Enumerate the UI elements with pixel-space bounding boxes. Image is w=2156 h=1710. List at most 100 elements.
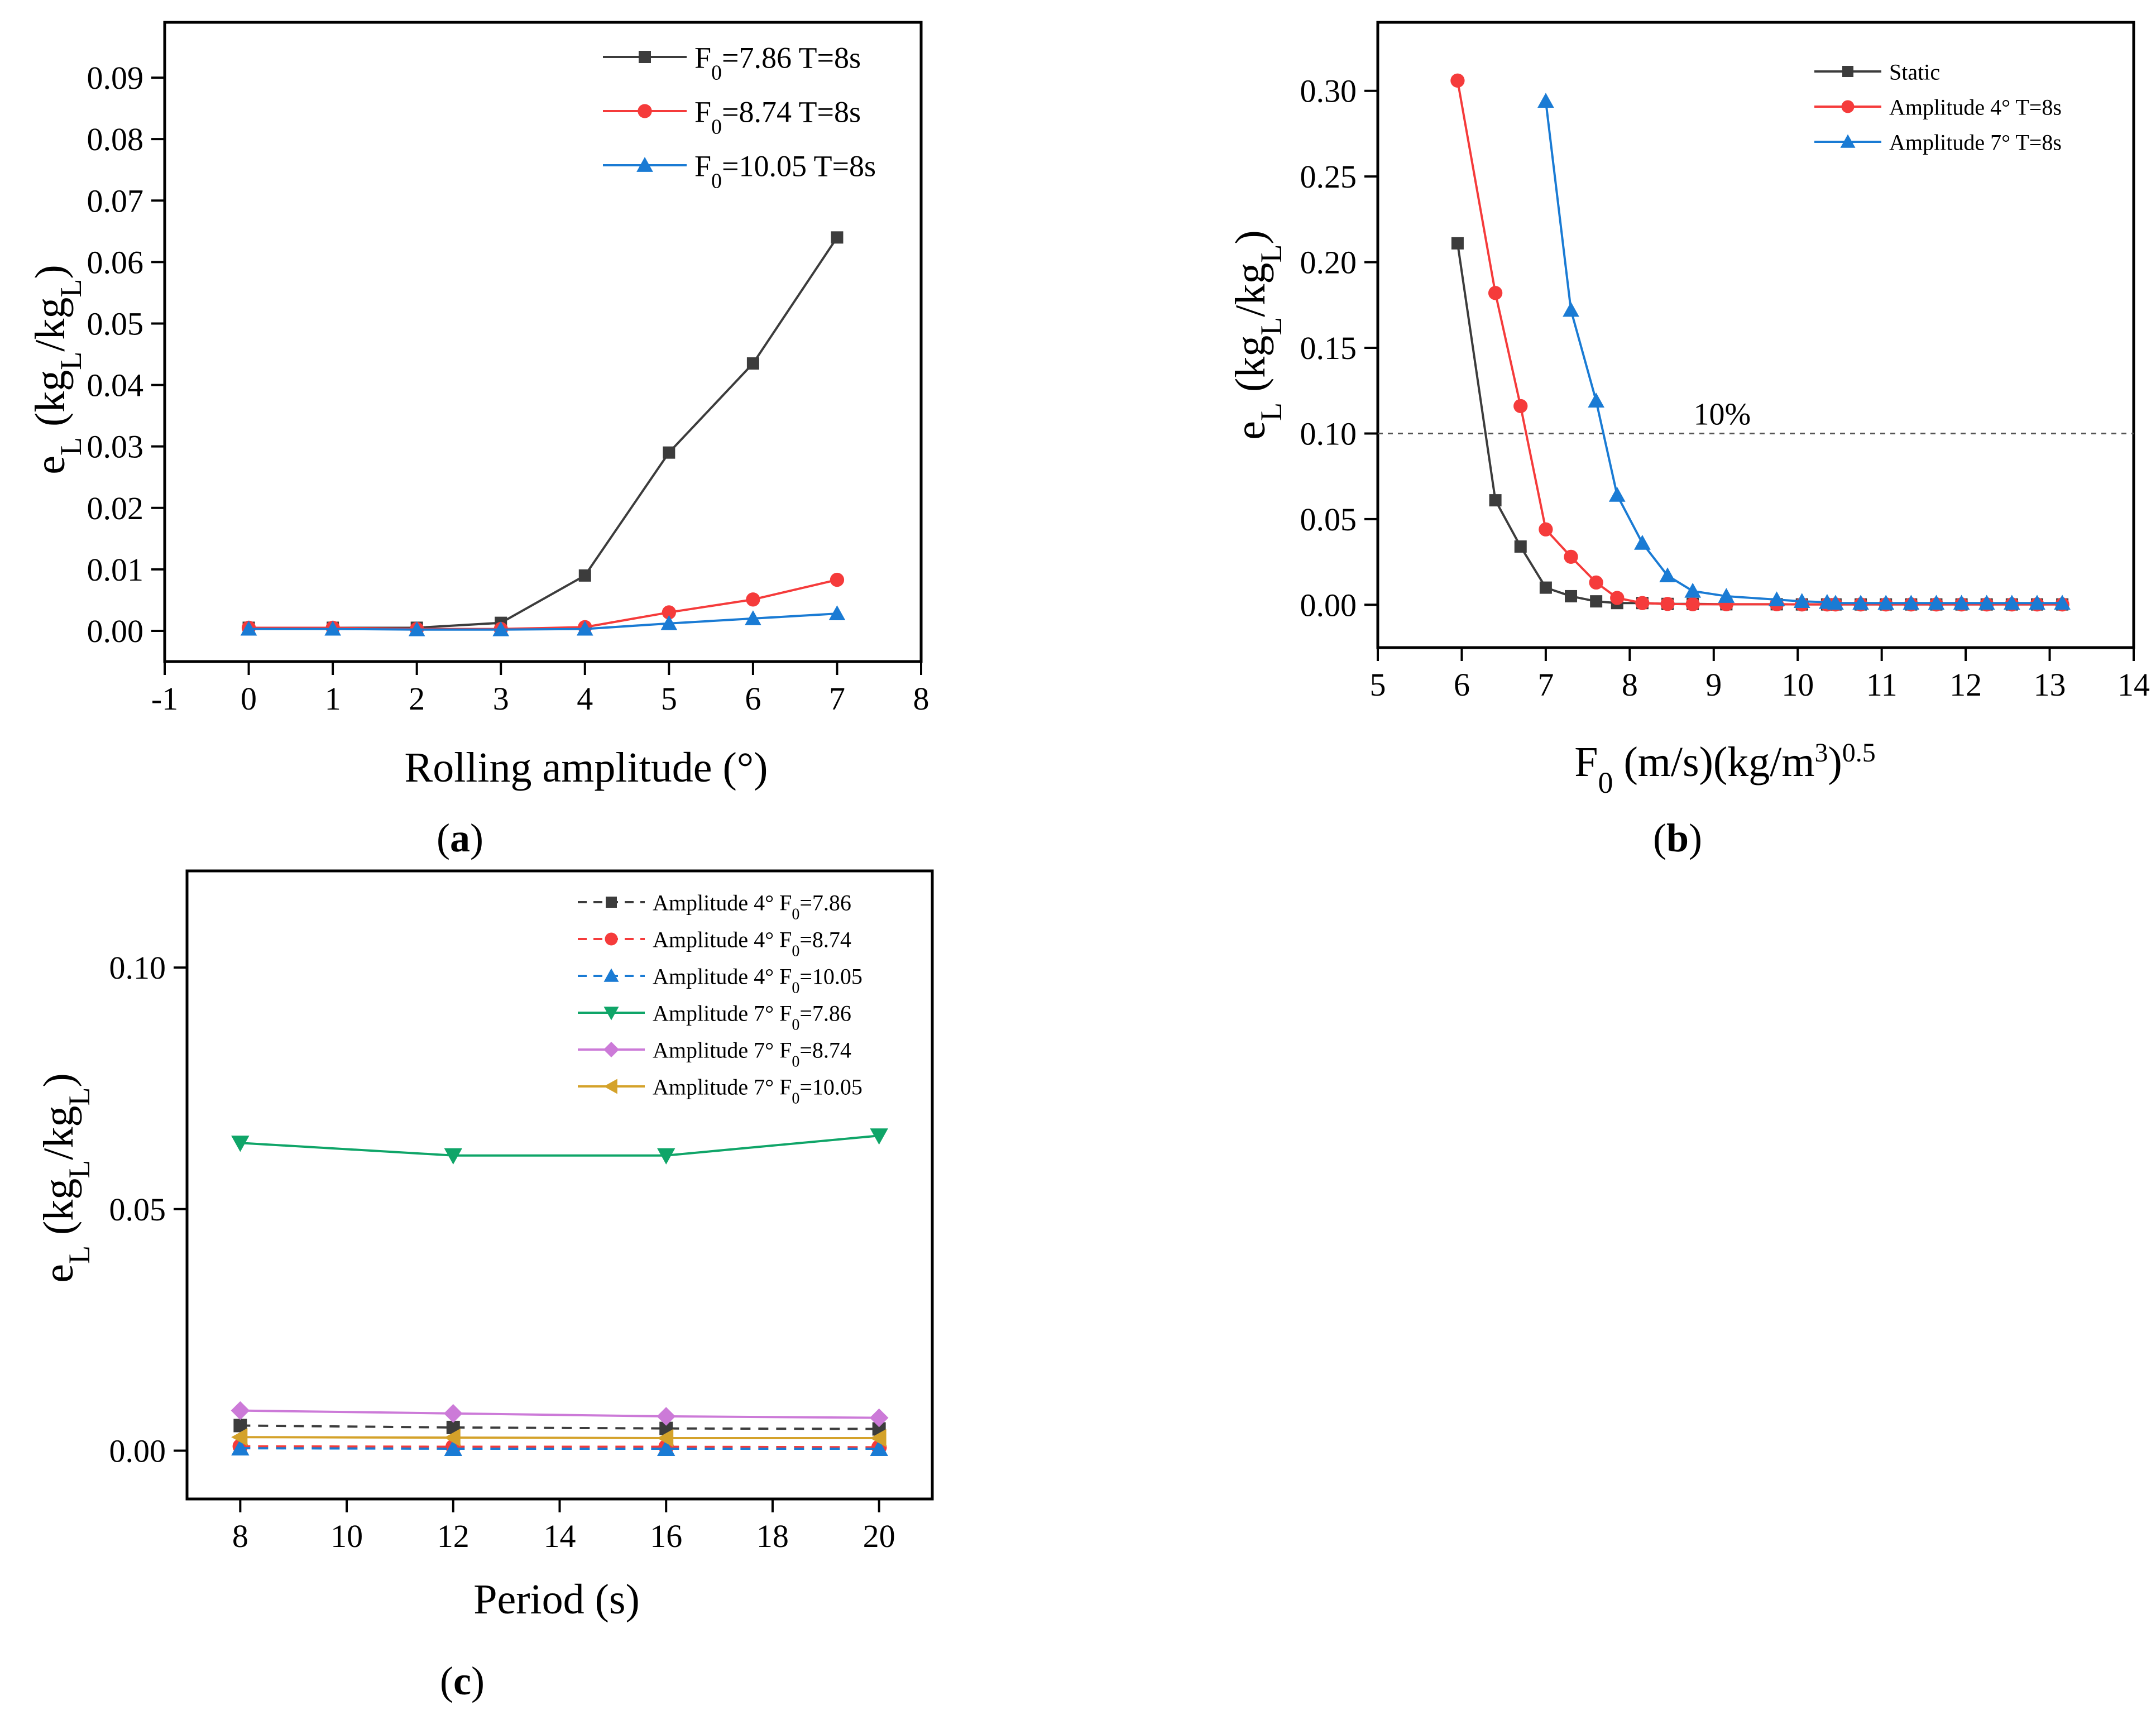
data-point	[1564, 549, 1578, 564]
data-point	[1660, 597, 1675, 611]
legend-entry-label: Amplitude 4° F0=10.05	[653, 964, 863, 997]
panel-a-plot: -1 0 1 2 3 4 5 6 7 80.000.010.020.030.040.050.060…	[87, 21, 930, 717]
x-tick-label: 10	[330, 1518, 363, 1554]
data-point	[831, 231, 844, 244]
panel-a-legend: F0=7.86 T=8s F0=8.74 T=8s F0=10.05 T=8s	[603, 41, 876, 193]
y-tick-label: 0.20	[1300, 245, 1357, 281]
data-point	[2054, 595, 2071, 610]
y-tick-label: 0.06	[87, 244, 144, 280]
y-tick-label: 0.05	[1300, 501, 1357, 538]
data-point	[1928, 595, 1945, 610]
series-2	[1537, 93, 2071, 610]
data-point	[492, 621, 510, 636]
data-point	[1451, 237, 1464, 250]
data-point	[1488, 286, 1503, 300]
data-point	[1537, 93, 1554, 108]
data-point	[746, 592, 760, 607]
legend-entry-label: Amplitude 7° T=8s	[1889, 130, 2062, 155]
legend-marker	[638, 104, 652, 118]
panel-b-frame	[1376, 21, 2135, 649]
y-tick-label: 0.00	[1300, 587, 1357, 623]
data-point	[1589, 575, 1603, 590]
legend-entry-label: Amplitude 7° F0=10.05	[653, 1074, 863, 1107]
data-point	[1903, 595, 1920, 610]
legend-entry-label: Amplitude 4° F0=8.74	[653, 927, 851, 960]
data-point	[1852, 595, 1869, 610]
y-tick-label: 0.10	[109, 950, 166, 986]
data-point	[657, 1148, 675, 1165]
y-tick-label: 0.05	[109, 1191, 166, 1228]
x-tick-label: 11	[1866, 667, 1898, 703]
panel-b-x-axis-title: F0 (m/s)(kg/m3)0.5	[1574, 738, 1876, 800]
data-point	[443, 1404, 463, 1423]
data-point	[828, 605, 846, 621]
panel-c-x-axis: 8 10 12 14 16 18 20	[232, 1499, 895, 1554]
data-point	[444, 1148, 462, 1165]
panel-a: -1 0 1 2 3 4 5 6 7 80.000.010.020.030.040.050.060…	[27, 21, 930, 860]
panel-c-y-axis-title: eL (kgL/kgL)	[35, 1073, 96, 1282]
x-tick-label: 8	[1622, 667, 1638, 703]
y-tick-label: 0.07	[87, 183, 144, 219]
legend-entry-label: Amplitude 7° F0=8.74	[653, 1037, 851, 1070]
legend-marker	[636, 157, 653, 172]
x-tick-label: 16	[650, 1518, 682, 1554]
x-tick-label: 3	[493, 681, 509, 717]
data-point	[231, 1136, 250, 1152]
x-tick-label: 10	[1781, 667, 1814, 703]
x-tick-label: 20	[863, 1518, 895, 1554]
data-point	[830, 572, 845, 587]
data-point	[1718, 588, 1735, 603]
data-point	[1659, 567, 1676, 583]
legend-marker	[1842, 66, 1853, 77]
data-point	[1684, 582, 1702, 598]
data-point	[1610, 591, 1625, 605]
data-point	[576, 620, 593, 636]
series-line	[240, 1134, 879, 1157]
x-tick-label: 6	[745, 681, 761, 717]
data-point	[870, 1429, 887, 1448]
panel-a-frame	[163, 21, 923, 663]
y-tick-label: 0.00	[109, 1433, 166, 1469]
panel-c: 8 10 12 14 16 18 20 0.00 0.05 0.10 Amplitude 4° F0…	[35, 869, 934, 1703]
y-tick-label: 0.01	[87, 552, 144, 588]
data-point	[231, 1439, 250, 1456]
data-point	[1634, 534, 1651, 550]
data-point	[1685, 597, 1700, 612]
panel-c-x-axis-title: Period (s)	[473, 1576, 640, 1623]
legend-marker	[603, 1079, 617, 1094]
series-5	[231, 1428, 887, 1448]
y-tick-label: 0.25	[1300, 159, 1357, 195]
y-tick-label: 0.04	[87, 367, 144, 404]
legend-entry-label: F0=7.86 T=8s	[694, 41, 861, 84]
panel-a-y-axis: 0.00 0.01 0.02 0.03 0.04 0.05 0.06 0.07 0.08 0.09	[87, 60, 165, 649]
x-tick-label: 8	[913, 681, 930, 717]
panel-a-label: (a)	[437, 816, 483, 860]
reference-line-label: 10%	[1693, 397, 1751, 432]
panel-a-y-axis-title: eL (kgL/kgL)	[27, 265, 88, 474]
y-tick-label: 0.08	[87, 121, 144, 157]
legend-marker	[1841, 100, 1855, 113]
data-point	[1539, 581, 1552, 594]
series-4	[231, 1401, 889, 1428]
legend-entry-label: Amplitude 4° T=8s	[1889, 94, 2062, 119]
data-point	[324, 620, 341, 636]
panel-a-x-axis: -1 0 1 2 3 4 5 6 7 8	[151, 662, 930, 717]
panel-b-y-axis: 0.00 0.05 0.10 0.15 0.20 0.25 0.30	[1300, 73, 1378, 623]
data-point	[1827, 595, 1844, 610]
data-point	[1539, 522, 1553, 537]
legend-entry-label: F0=8.74 T=8s	[694, 95, 861, 138]
data-point	[1793, 593, 1810, 609]
x-tick-label: 12	[1949, 667, 1982, 703]
data-point	[1877, 595, 1895, 610]
x-tick-label: 8	[232, 1518, 248, 1554]
data-point	[240, 620, 257, 636]
legend-marker	[603, 968, 619, 982]
series-line	[248, 612, 837, 631]
y-tick-label: 0.09	[87, 60, 144, 96]
data-point	[1953, 595, 1970, 610]
y-tick-label: 0.15	[1300, 330, 1357, 366]
x-tick-label: 5	[1370, 667, 1386, 703]
data-point	[1513, 399, 1528, 413]
data-point	[1635, 596, 1650, 610]
